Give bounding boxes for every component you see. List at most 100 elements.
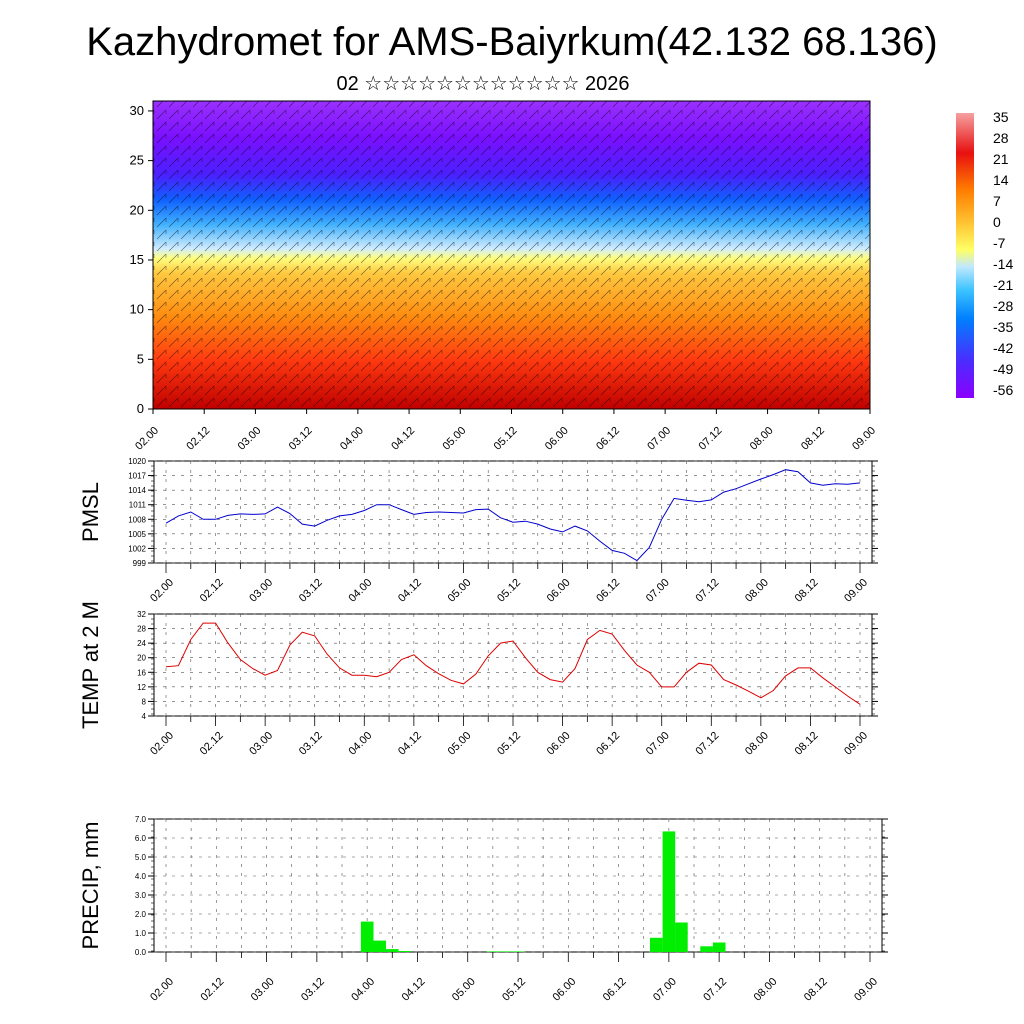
x-tick-label: 03.12 bbox=[297, 577, 325, 605]
x-tick-label: 04.00 bbox=[346, 730, 374, 758]
y-tick-label: 1002 bbox=[128, 544, 146, 553]
x-tick-label: 08.12 bbox=[802, 976, 830, 1004]
x-tick-label: 09.00 bbox=[852, 976, 880, 1004]
precip-bar bbox=[398, 951, 412, 952]
precip-bar bbox=[386, 949, 399, 952]
x-tick-label: 05.12 bbox=[495, 730, 523, 758]
y-axis-title: PRECIP, mm bbox=[78, 822, 103, 950]
x-tick-label: 09.00 bbox=[842, 730, 870, 758]
wind-barbs bbox=[153, 101, 870, 409]
y-tick-label: 6.0 bbox=[135, 834, 147, 843]
y-tick-label: 1017 bbox=[128, 472, 146, 481]
y-tick-label: 16 bbox=[137, 668, 146, 677]
colorbar-label: -35 bbox=[993, 319, 1013, 335]
y-axis-title: TEMP at 2 M bbox=[78, 601, 103, 729]
precip-panel: 0.0 1.0 2.0 3.0 4.0 5.0 6.0 7.0 02.00 02.12 03.00 0… bbox=[78, 815, 888, 1004]
x-tick-label: 04.00 bbox=[346, 577, 374, 605]
x-tick-label: 05.00 bbox=[446, 730, 474, 758]
x-tick-label: 08.12 bbox=[793, 577, 821, 605]
y-tick-label: 4.0 bbox=[135, 872, 147, 881]
x-tick-label: 06.12 bbox=[594, 577, 622, 605]
x-tick-label: 06.00 bbox=[543, 425, 571, 453]
precip-bar bbox=[373, 940, 386, 952]
x-tick-label: 03.12 bbox=[299, 976, 327, 1004]
x-tick-label: 07.12 bbox=[693, 730, 721, 758]
chart-subtitle: 02 ☆☆☆☆☆☆☆☆☆☆☆☆ 2026 bbox=[336, 73, 630, 95]
x-tick-label: 08.12 bbox=[793, 730, 821, 758]
x-tick-label: 08.12 bbox=[799, 425, 827, 453]
x-tick-label: 07.00 bbox=[645, 425, 673, 453]
x-tick-label: 06.12 bbox=[594, 425, 622, 453]
colorbar-label: 7 bbox=[993, 193, 1001, 209]
x-tick-label: 03.00 bbox=[247, 730, 275, 758]
x-tick-label: 06.00 bbox=[545, 577, 573, 605]
plot-frame bbox=[153, 613, 873, 717]
y-tick-label: 32 bbox=[137, 610, 146, 619]
x-tick-label: 07.00 bbox=[651, 976, 679, 1004]
y-tick-label: 5.0 bbox=[135, 853, 147, 862]
x-tick-label: 07.12 bbox=[697, 425, 725, 453]
x-tick-label: 06.00 bbox=[545, 730, 573, 758]
precip-bar bbox=[486, 951, 500, 952]
colorbar-label: 35 bbox=[993, 109, 1009, 125]
x-tick-label: 03.12 bbox=[297, 730, 325, 758]
colorbar bbox=[956, 113, 974, 398]
temp-series-line bbox=[165, 622, 861, 705]
x-tick-label: 03.00 bbox=[247, 577, 275, 605]
x-tick-label: 05.00 bbox=[450, 976, 478, 1004]
y-tick-label: 2.0 bbox=[135, 910, 147, 919]
y-tick-label: 1.0 bbox=[135, 929, 147, 938]
x-tick-label: 05.00 bbox=[440, 425, 468, 453]
x-tick-label: 06.12 bbox=[594, 730, 622, 758]
pmsl-series-line bbox=[165, 469, 861, 562]
x-tick-label: 09.00 bbox=[842, 577, 870, 605]
colorbar-label: -56 bbox=[993, 382, 1013, 398]
colorbar-label: -7 bbox=[993, 235, 1006, 251]
x-tick-label: 02.12 bbox=[184, 425, 212, 453]
x-tick-label: 02.00 bbox=[148, 730, 176, 758]
colorbar-label: 28 bbox=[993, 130, 1009, 146]
colorbar-label: 0 bbox=[993, 214, 1001, 230]
temp-panel: 4 8 12 16 20 24 28 32 02.00 02.12 03.00 03.12 04.00 0… bbox=[78, 601, 878, 758]
precip-bar bbox=[700, 946, 713, 952]
precip-bar bbox=[650, 937, 663, 953]
x-tick-label: 03.12 bbox=[287, 425, 315, 453]
x-tick-label: 02.00 bbox=[148, 976, 176, 1004]
y-tick-label: 20 bbox=[130, 202, 144, 217]
x-tick-label: 05.00 bbox=[446, 577, 474, 605]
x-tick-label: 03.00 bbox=[249, 976, 277, 1004]
x-tick-label: 07.12 bbox=[693, 577, 721, 605]
y-tick-label: 0.0 bbox=[135, 948, 147, 957]
y-tick-label: 24 bbox=[137, 639, 146, 648]
chart-title: Kazhydromet for AMS-Baiyrkum(42.132 68.1… bbox=[86, 20, 938, 64]
colorbar-label: -28 bbox=[993, 298, 1013, 314]
precip-bar bbox=[360, 921, 374, 952]
y-tick-label: 1014 bbox=[128, 486, 146, 495]
y-tick-label: 8 bbox=[142, 697, 147, 706]
colorbar-label: -42 bbox=[993, 340, 1013, 356]
x-tick-label: 02.12 bbox=[198, 976, 226, 1004]
x-tick-label: 08.00 bbox=[748, 425, 776, 453]
x-tick-label: 08.00 bbox=[752, 976, 780, 1004]
x-tick-label: 07.00 bbox=[644, 577, 672, 605]
y-tick-label: 1011 bbox=[129, 501, 147, 510]
colorbar-label: -21 bbox=[993, 277, 1013, 293]
cross-section-panel: 0 5 10 15 20 25 30 02.00 02.12 03.00 03.12 04.00 04.… bbox=[130, 100, 1013, 453]
precip-bar bbox=[712, 942, 726, 952]
y-tick-label: 15 bbox=[130, 252, 144, 267]
x-tick-label: 04.00 bbox=[349, 976, 377, 1004]
x-tick-label: 04.12 bbox=[389, 425, 417, 453]
y-tick-label: 1005 bbox=[128, 530, 146, 539]
y-tick-label: 3.0 bbox=[135, 891, 147, 900]
y-tick-label: 28 bbox=[137, 625, 146, 634]
x-tick-label: 06.12 bbox=[601, 976, 629, 1004]
x-tick-label: 05.12 bbox=[495, 577, 523, 605]
colorbar-label: 21 bbox=[993, 151, 1009, 167]
x-tick-label: 04.00 bbox=[338, 425, 366, 453]
x-tick-label: 02.00 bbox=[133, 425, 161, 453]
x-tick-label: 04.12 bbox=[396, 730, 424, 758]
y-tick-label: 4 bbox=[142, 712, 147, 721]
y-tick-label: 7.0 bbox=[135, 815, 147, 824]
x-tick-label: 08.00 bbox=[743, 577, 771, 605]
x-tick-label: 05.12 bbox=[492, 425, 520, 453]
